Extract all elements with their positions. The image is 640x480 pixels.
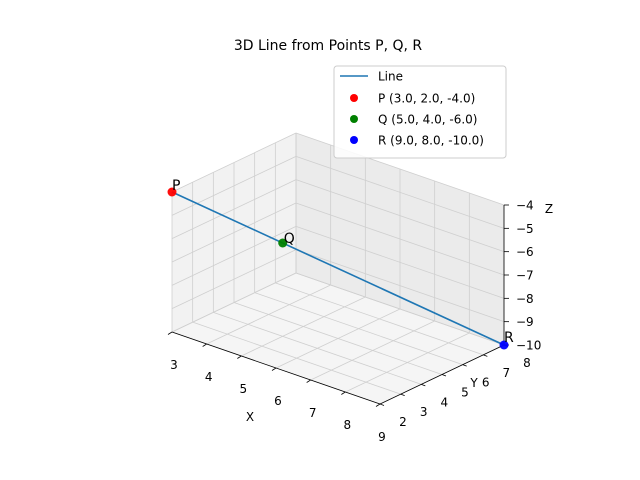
grid-line [275, 282, 484, 356]
grid-line [295, 132, 505, 206]
y-tick-label: 4 [440, 395, 448, 409]
y-tick-mark [379, 403, 385, 406]
grid-line [171, 155, 297, 216]
point-q-marker [278, 238, 288, 248]
grid-line [171, 132, 297, 193]
point-p-marker [167, 187, 177, 197]
x-tick-mark [375, 403, 381, 407]
y-tick-label: 6 [482, 376, 490, 390]
x-axis-label: X [246, 410, 254, 424]
x-tick-label: 4 [205, 370, 213, 384]
grid-lines [171, 132, 505, 405]
y-tick-mark [400, 393, 405, 397]
point-r-label: R [504, 330, 514, 346]
grid-line [171, 249, 297, 310]
z-tick-label: −4 [516, 199, 534, 213]
data-series: P Q R [167, 178, 514, 350]
y-tick-label: 5 [461, 386, 469, 400]
legend-point-label: R (9.0, 8.0, -10.0) [378, 134, 484, 148]
z-tick-label: −7 [516, 269, 534, 283]
y-tick-mark [441, 374, 447, 377]
z-tick-label: −9 [516, 315, 534, 329]
y-tick-mark [483, 354, 488, 357]
grid-line [171, 179, 297, 240]
grid-line [295, 225, 505, 299]
z-tick-label: −5 [516, 222, 534, 236]
grid-line [233, 302, 443, 375]
x-tick-mark [167, 331, 173, 335]
legend-line-label: Line [378, 70, 403, 84]
y-tick-label: 8 [523, 356, 531, 370]
y-tick-label: 2 [399, 415, 407, 429]
point-p-label: P [172, 178, 180, 194]
x-tick-label: 9 [378, 430, 386, 444]
x-tick-label: 3 [170, 358, 178, 372]
legend-point-swatch [350, 115, 358, 123]
grid-line [295, 179, 505, 253]
point-r-marker [499, 340, 509, 350]
y-tick-label: 7 [502, 366, 510, 380]
legend-point-label: P (3.0, 2.0, -4.0) [378, 92, 475, 106]
y-tick-mark [462, 364, 467, 367]
x-tick-mark [306, 379, 311, 383]
x-tick-label: 7 [309, 406, 317, 420]
x-tick-mark [341, 391, 346, 395]
grid-line [295, 249, 505, 323]
z-tick-label: −10 [516, 339, 541, 353]
x-tick-mark [271, 367, 277, 371]
chart-title: 3D Line from Points P, Q, R [234, 38, 423, 54]
z-tick-label: −8 [516, 292, 534, 306]
z-tick-label: −6 [516, 245, 534, 259]
y-tick-label: 3 [420, 405, 428, 419]
x-tick-mark [202, 343, 207, 347]
legend-point-swatch [350, 136, 358, 144]
y-axis-label: Y [469, 376, 478, 390]
grid-line [171, 225, 297, 286]
z-axis-label: Z [545, 202, 553, 216]
legend-point-label: Q (5.0, 4.0, -6.0) [378, 113, 477, 127]
x-tick-label: 5 [239, 382, 247, 396]
grid-line [295, 202, 505, 276]
grid-line [213, 311, 422, 385]
x-tick-label: 6 [274, 394, 282, 408]
grid-line [171, 272, 297, 333]
point-q-label: Q [284, 231, 295, 247]
grid-line [295, 272, 505, 346]
y-tick-mark [421, 383, 426, 387]
legend-box [333, 65, 507, 159]
x-tick-mark [237, 355, 242, 359]
grid-line [254, 292, 463, 366]
x-tick-label: 8 [343, 418, 351, 432]
legend: Line P (3.0, 2.0, -4.0) Q (5.0, 4.0, -6.0)… [333, 65, 507, 159]
series-line [171, 191, 505, 346]
grid-line [295, 155, 505, 229]
grid-line [192, 321, 401, 395]
legend-point-swatch [350, 94, 358, 102]
grid-line [171, 202, 297, 263]
